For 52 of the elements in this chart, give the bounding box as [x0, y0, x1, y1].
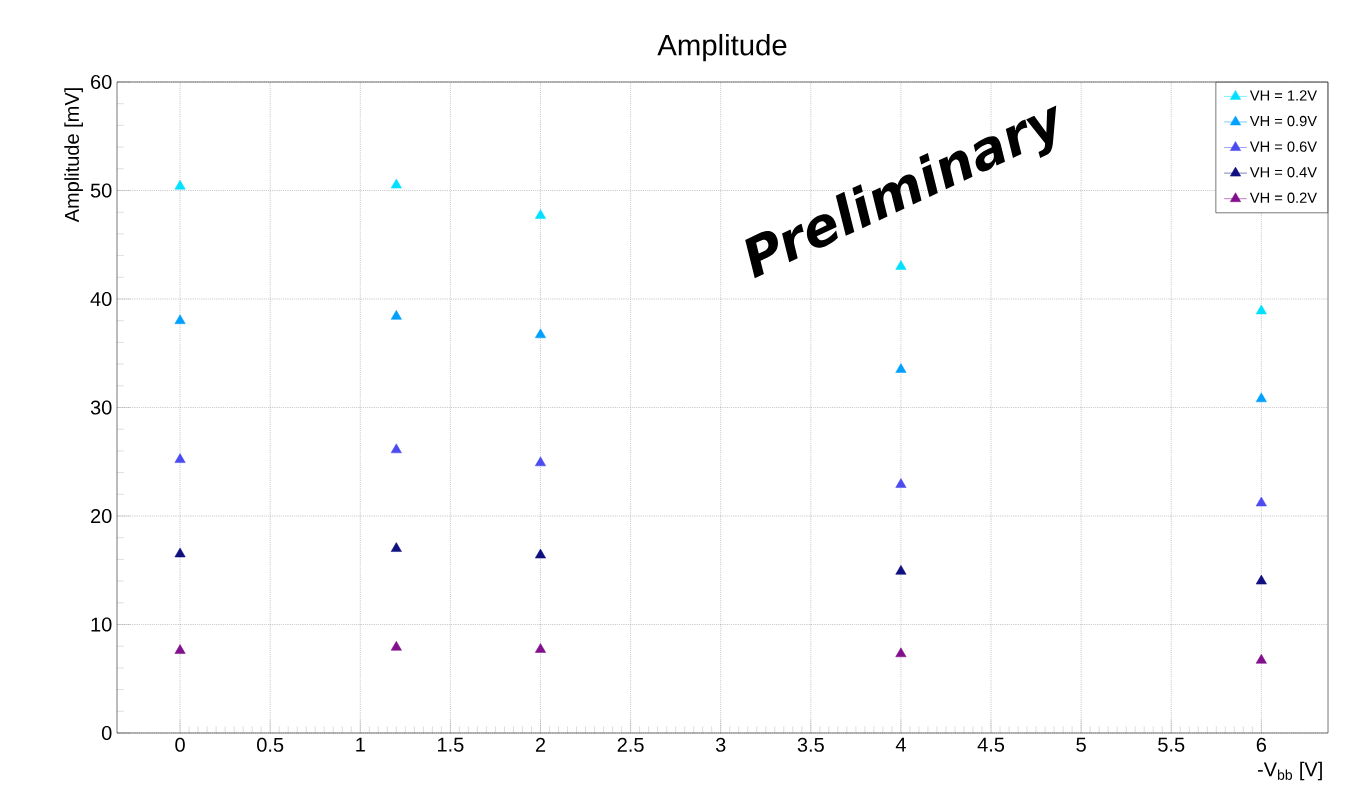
point — [390, 178, 402, 189]
y-axis-title: Amplitude [mV] — [64, 88, 83, 223]
point — [390, 542, 402, 552]
x-tick-label: 5.5 — [1158, 737, 1185, 752]
point — [895, 478, 907, 488]
legend-label: VH = 0.9V — [1249, 115, 1317, 127]
y-tick-label: 50 — [90, 183, 112, 198]
point — [174, 644, 186, 654]
x-tick-label: 1.5 — [438, 737, 464, 752]
x-tick-label: 4.5 — [977, 737, 1005, 752]
point — [1255, 496, 1267, 507]
legend-label: VH = 0.2V — [1249, 192, 1317, 203]
x-tick-label: 3.5 — [797, 737, 824, 752]
legend-label: VH = 0.6V — [1249, 141, 1317, 152]
x-tick-label: 2.5 — [617, 737, 644, 752]
point — [535, 548, 546, 559]
point — [895, 565, 907, 575]
point — [535, 643, 546, 653]
x-tick-label: 5 — [1076, 737, 1086, 752]
point — [1255, 392, 1267, 403]
point — [174, 314, 186, 324]
point — [535, 456, 546, 467]
point — [1255, 654, 1267, 664]
point — [390, 641, 402, 651]
point — [390, 310, 402, 320]
x-tick-label: 0.5 — [257, 737, 284, 752]
y-tick-label: 10 — [91, 617, 112, 632]
legend-label: VH = 1.2V — [1249, 90, 1317, 101]
y-tick-label: 60 — [91, 74, 112, 90]
point — [174, 547, 186, 558]
point — [1255, 304, 1267, 315]
y-tick-label: 30 — [90, 400, 112, 415]
y-tick-label: 0 — [101, 725, 112, 741]
x-tick-label: 1 — [356, 737, 365, 752]
point — [1255, 574, 1267, 585]
point — [174, 179, 186, 190]
point — [390, 443, 402, 454]
point — [535, 209, 546, 219]
chart-title: Amplitude — [657, 33, 787, 62]
y-tick-label: 20 — [91, 508, 112, 524]
point — [174, 453, 186, 463]
legend-label: VH = 0.4V — [1249, 167, 1317, 178]
x-tick-label: 2 — [535, 737, 546, 752]
point — [535, 328, 546, 339]
x-axis-title: -V$_{bb}$ [V] — [1257, 761, 1322, 781]
x-tick-label: 6 — [1256, 737, 1267, 752]
x-tick-label: 4 — [895, 737, 906, 752]
point — [895, 647, 907, 658]
x-tick-label: 0 — [175, 737, 185, 752]
x-tick-label: 3 — [715, 737, 726, 752]
y-tick-label: 40 — [90, 291, 112, 307]
point — [895, 363, 907, 373]
